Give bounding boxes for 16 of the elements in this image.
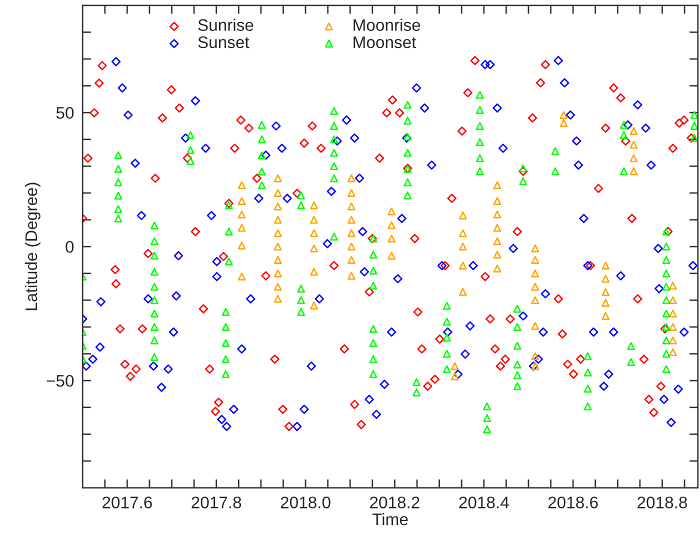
x-tick-label: 2018.4 <box>459 496 509 508</box>
legend-label: Sunset <box>198 36 250 48</box>
x-axis-title: Time <box>372 513 408 526</box>
y-axis-title: Latitude (Degree) <box>24 182 40 310</box>
x-tick-label: 2017.8 <box>192 496 242 508</box>
legend-label: Moonset <box>354 36 416 48</box>
y-tick-label: 50 <box>56 106 74 119</box>
y-tick-label: −50 <box>46 374 74 387</box>
x-tick-label: 2018.0 <box>280 496 330 508</box>
x-tick-label: 2018.6 <box>548 496 598 508</box>
y-tick-label: 0 <box>66 240 74 253</box>
x-tick-label: 2018.2 <box>370 496 420 508</box>
legend-label: Sunrise <box>198 18 254 31</box>
x-tick-label: 2018.8 <box>638 496 687 508</box>
legend-label: Moonrise <box>354 18 420 31</box>
x-tick-label: 2017.6 <box>102 496 152 508</box>
